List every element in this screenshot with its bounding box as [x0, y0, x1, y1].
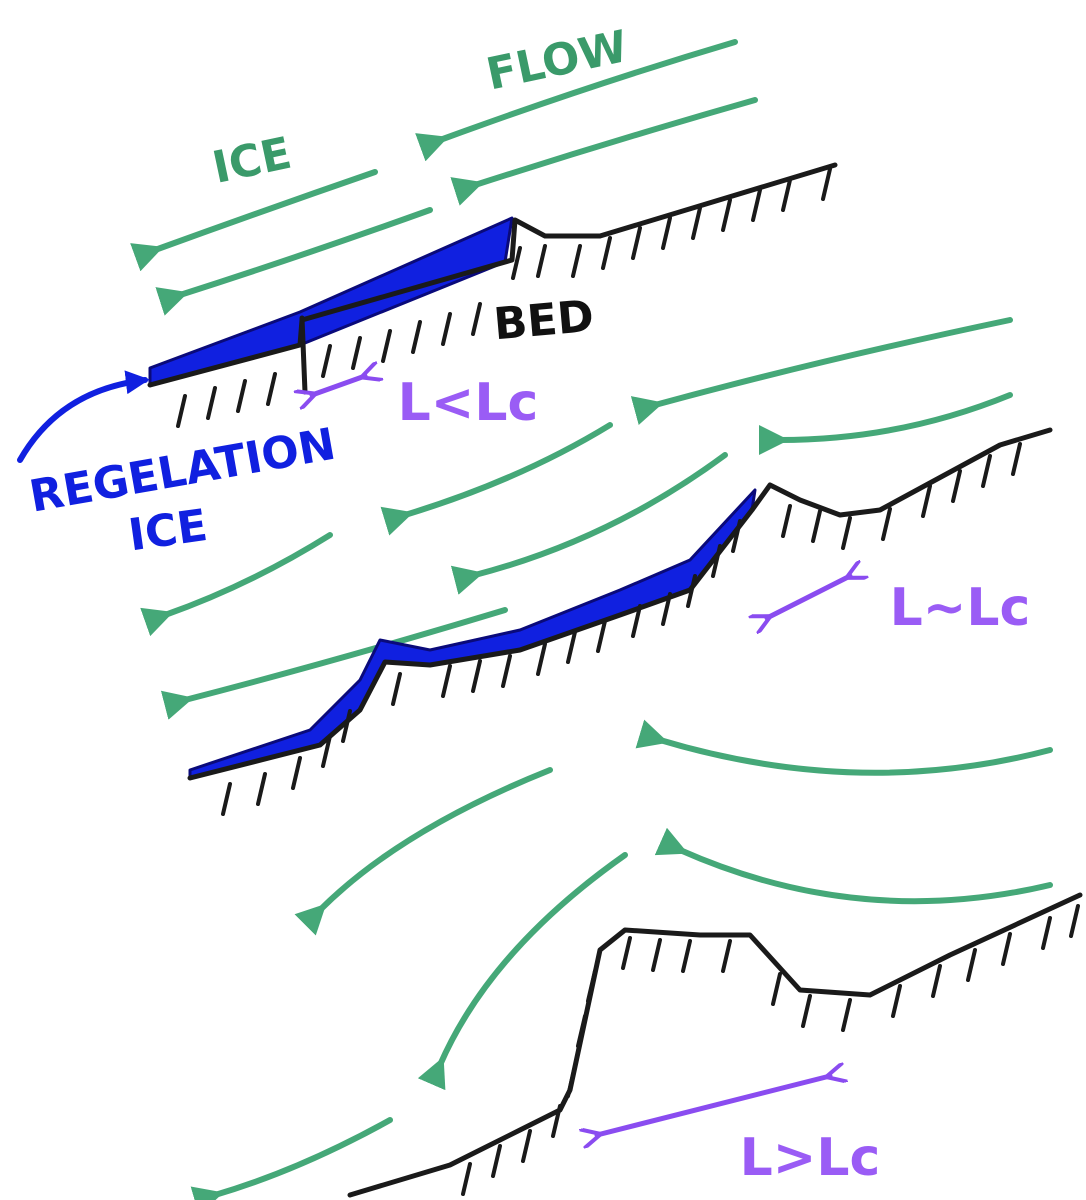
- hatch: [208, 388, 215, 418]
- hatch: [813, 511, 820, 541]
- hatch: [1071, 906, 1078, 936]
- hatch: [883, 509, 890, 539]
- hatch: [843, 1000, 850, 1030]
- hatch: [383, 331, 390, 361]
- regelation-ice-label: ICE: [125, 500, 210, 561]
- hatch: [523, 1131, 530, 1161]
- hatch: [353, 338, 360, 368]
- hatch: [893, 986, 900, 1016]
- scale-arrow: [312, 376, 365, 395]
- hatch: [598, 621, 605, 651]
- hatch: [463, 1164, 470, 1194]
- hatch: [983, 456, 990, 486]
- hatch: [238, 381, 245, 411]
- scale-arrow: [597, 1076, 830, 1135]
- hatch: [663, 218, 670, 248]
- hatch: [1013, 444, 1020, 474]
- diagram: FLOW ICE BED REGELATION ICE L<Lc L~Lc L>…: [0, 0, 1086, 1200]
- hatch: [823, 169, 830, 199]
- hatch: [443, 666, 450, 696]
- bed-line: [350, 895, 1080, 1195]
- hatch: [1043, 918, 1050, 948]
- hatch: [538, 246, 545, 276]
- hatch: [933, 966, 940, 996]
- hatch: [953, 471, 960, 501]
- hatch: [473, 304, 480, 334]
- hatch: [683, 941, 690, 971]
- hatch: [473, 661, 480, 691]
- scale-label: L>Lc: [740, 1128, 881, 1188]
- hatch: [443, 314, 450, 344]
- hatch: [268, 374, 275, 404]
- hatch: [573, 246, 580, 276]
- scale-label: L~Lc: [890, 578, 1031, 638]
- hatch: [633, 228, 640, 258]
- hatch: [693, 208, 700, 238]
- hatch: [723, 941, 730, 971]
- hatch: [803, 996, 810, 1026]
- hatch: [753, 190, 760, 220]
- hatch: [783, 180, 790, 210]
- regelation-ice: [190, 490, 755, 778]
- ice-label: ICE: [208, 128, 296, 194]
- hatch: [413, 322, 420, 352]
- hatch: [568, 632, 575, 662]
- hatch: [258, 774, 265, 804]
- hatch: [393, 674, 400, 704]
- hatch: [923, 486, 930, 516]
- bed-step: [302, 318, 305, 392]
- flow-label: FLOW: [482, 21, 632, 101]
- hatch: [653, 940, 660, 970]
- scale-label: L<Lc: [398, 373, 539, 433]
- hatch: [493, 1146, 500, 1176]
- hatch: [538, 644, 545, 674]
- regelation-pointer: [20, 380, 145, 460]
- hatch: [223, 784, 230, 814]
- hatch: [293, 758, 300, 788]
- hatch: [178, 396, 185, 426]
- hatch: [323, 346, 330, 376]
- hatch: [723, 200, 730, 230]
- bed-label: BED: [492, 291, 596, 351]
- scale-arrow: [767, 576, 850, 618]
- hatch: [503, 656, 510, 686]
- hatch: [623, 938, 630, 968]
- hatch: [783, 506, 790, 536]
- hatch: [773, 974, 780, 1004]
- hatch: [843, 518, 850, 548]
- hatch: [968, 950, 975, 980]
- hatch: [603, 238, 610, 268]
- hatch: [1003, 934, 1010, 964]
